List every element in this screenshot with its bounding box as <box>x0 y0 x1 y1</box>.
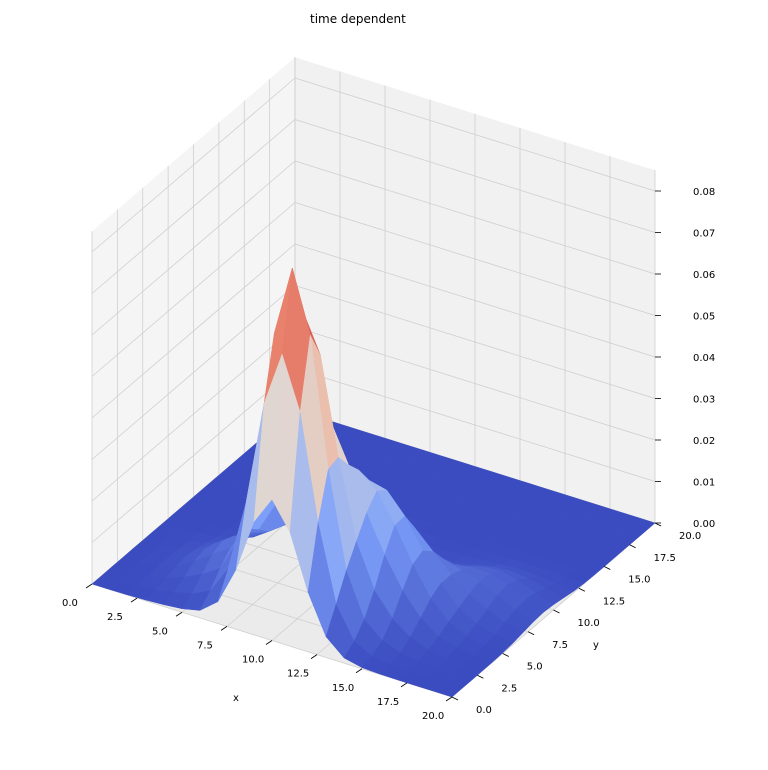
chart-title: time dependent <box>310 12 406 26</box>
grid-line <box>294 160 656 275</box>
grid-line <box>91 119 296 294</box>
grid-line <box>91 285 296 460</box>
y-tick <box>629 544 636 549</box>
y-tick-label: 15.0 <box>628 575 650 586</box>
y-tick-label: 2.5 <box>501 683 517 694</box>
z-tick-label: 0.02 <box>693 436 715 447</box>
surface-facet <box>433 682 463 698</box>
y-tick <box>451 696 459 701</box>
grid-line <box>294 119 656 233</box>
grid-line <box>294 368 656 482</box>
y-tick <box>527 631 535 636</box>
x-tick-label: 17.5 <box>377 697 399 708</box>
x-tick-label: 2.5 <box>107 612 123 623</box>
y-tick <box>578 587 586 592</box>
y-tick-label: 5.0 <box>527 662 543 673</box>
grid-line <box>91 202 296 377</box>
grid-line <box>294 285 656 399</box>
z-tick-label: 0.04 <box>693 353 715 364</box>
x-tick-label: 0.0 <box>62 598 78 609</box>
y-tick-label: 17.5 <box>654 553 676 564</box>
x-tick <box>400 682 408 688</box>
y-tick-label: 7.5 <box>552 640 568 651</box>
x-tick <box>310 654 318 659</box>
x-tick <box>85 583 93 589</box>
grid-line <box>91 77 296 253</box>
z-tick-label: 0.07 <box>693 229 715 240</box>
x-tick-label: 10.0 <box>242 655 264 666</box>
x-tick-label: 7.5 <box>197 640 213 651</box>
z-tick-label: 0.06 <box>693 270 715 281</box>
y-tick <box>654 522 662 527</box>
x-tick <box>355 668 363 674</box>
x-tick-label: 12.5 <box>287 669 309 680</box>
x-tick <box>175 611 183 617</box>
x-tick-label: 15.0 <box>332 683 354 694</box>
grid-line <box>294 202 656 316</box>
z-tick-label: 0.08 <box>693 187 715 198</box>
grid-line <box>294 77 656 192</box>
y-tick-label: 0.0 <box>476 705 492 716</box>
y-tick-label: 12.5 <box>603 596 625 607</box>
x-tick <box>220 626 228 631</box>
y-tick <box>502 653 509 657</box>
z-tick-label: 0.00 <box>693 519 715 530</box>
grid-line <box>294 326 656 441</box>
y-tick-label: 20.0 <box>679 531 701 542</box>
y-tick <box>553 609 560 614</box>
y-tick <box>604 566 611 570</box>
grid-line <box>91 326 296 502</box>
grid-line <box>294 243 656 358</box>
x-tick <box>265 640 273 645</box>
axis-ticks: 0.02.55.07.510.012.515.017.520.00.02.55.… <box>62 187 715 722</box>
grid-line <box>91 160 296 336</box>
x-tick <box>130 597 138 603</box>
z-tick-label: 0.05 <box>693 312 715 323</box>
x-axis-label: x <box>233 693 239 704</box>
x-tick <box>445 696 453 702</box>
z-tick-label: 0.03 <box>693 395 715 406</box>
z-tick-label: 0.01 <box>693 478 715 489</box>
x-tick-label: 20.0 <box>422 711 444 722</box>
y-tick <box>477 674 484 679</box>
y-axis-label: y <box>593 640 599 651</box>
y-tick-label: 10.0 <box>578 618 600 629</box>
grid-line <box>91 243 296 419</box>
grid-line <box>91 368 296 543</box>
x-tick-label: 5.0 <box>152 626 168 637</box>
surface-mesh <box>91 267 656 698</box>
